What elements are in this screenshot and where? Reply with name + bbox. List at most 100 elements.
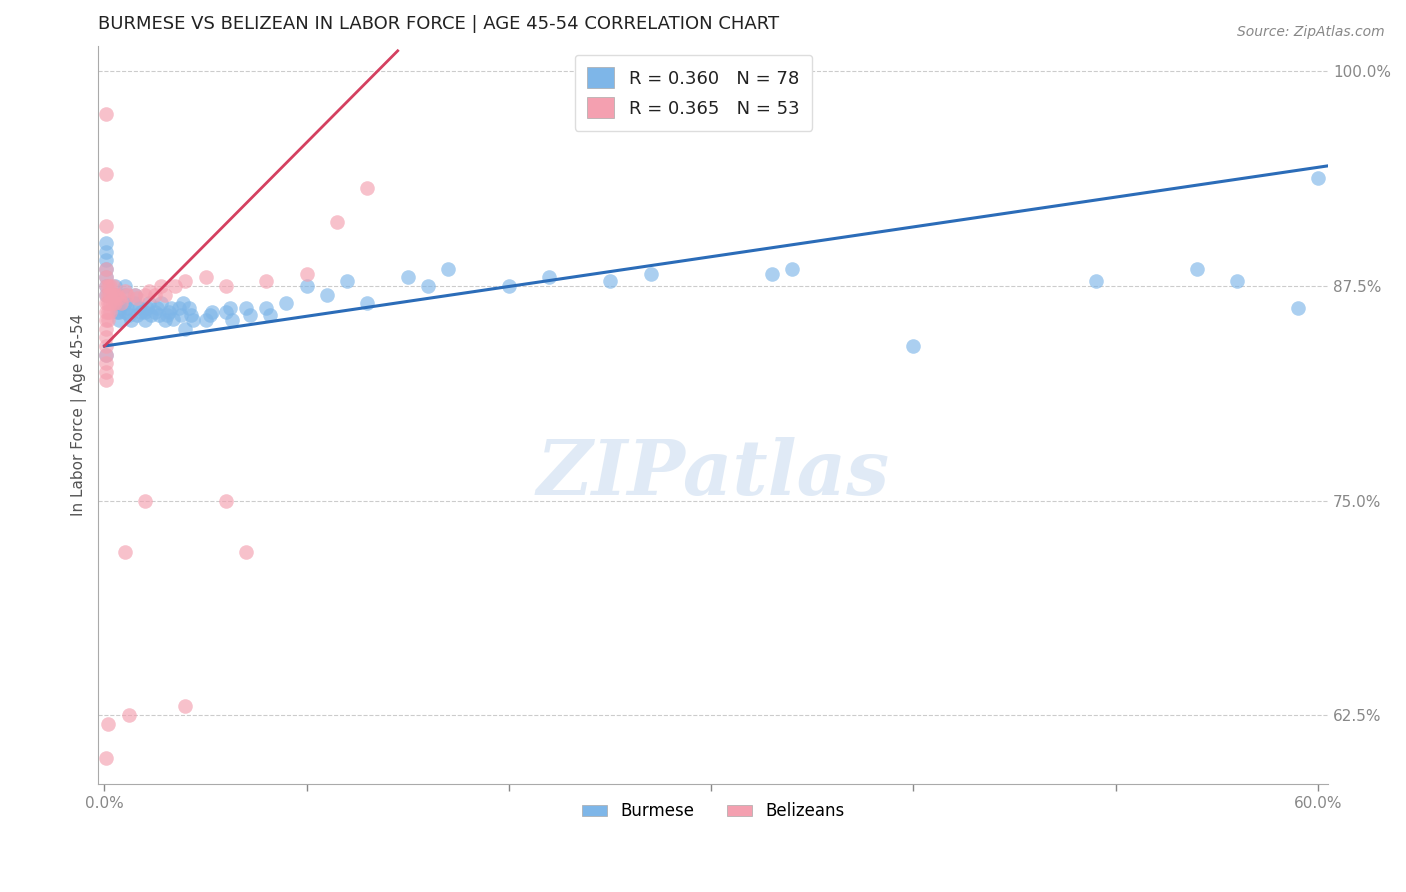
Point xyxy=(162,311,184,326)
Point xyxy=(97,279,120,293)
Point xyxy=(96,751,118,765)
Y-axis label: In Labor Force | Age 45-54: In Labor Force | Age 45-54 xyxy=(72,314,87,516)
Point xyxy=(160,301,183,316)
Point xyxy=(148,308,170,322)
Point xyxy=(134,287,156,301)
Point xyxy=(96,287,118,301)
Point xyxy=(114,296,136,310)
Point xyxy=(1084,274,1107,288)
Point xyxy=(129,304,152,318)
Point xyxy=(336,274,359,288)
Point xyxy=(107,291,129,305)
Point xyxy=(96,348,118,362)
Point xyxy=(218,301,240,316)
Point xyxy=(135,301,157,316)
Point xyxy=(139,308,162,322)
Point xyxy=(326,215,349,229)
Point xyxy=(97,313,120,327)
Point xyxy=(96,356,118,370)
Point xyxy=(124,287,146,301)
Point xyxy=(107,296,129,310)
Point xyxy=(103,287,125,301)
Point xyxy=(96,330,118,344)
Point xyxy=(96,261,118,276)
Point xyxy=(134,304,156,318)
Point xyxy=(157,304,180,318)
Point xyxy=(201,304,224,318)
Point xyxy=(97,716,120,731)
Text: BURMESE VS BELIZEAN IN LABOR FORCE | AGE 45-54 CORRELATION CHART: BURMESE VS BELIZEAN IN LABOR FORCE | AGE… xyxy=(98,15,779,33)
Point xyxy=(118,708,141,723)
Point xyxy=(156,308,179,322)
Point xyxy=(124,287,146,301)
Point xyxy=(97,296,120,310)
Point xyxy=(100,304,122,318)
Point xyxy=(356,296,378,310)
Point xyxy=(538,270,561,285)
Point xyxy=(96,270,118,285)
Point xyxy=(115,287,138,301)
Point xyxy=(105,296,128,310)
Point xyxy=(153,313,176,327)
Point xyxy=(174,699,197,714)
Point xyxy=(118,308,141,322)
Point xyxy=(254,301,277,316)
Point xyxy=(134,313,156,327)
Point xyxy=(134,493,156,508)
Point xyxy=(295,279,318,293)
Point xyxy=(167,301,190,316)
Point xyxy=(235,301,257,316)
Point xyxy=(114,545,136,559)
Point xyxy=(1306,170,1329,185)
Point xyxy=(761,267,783,281)
Point xyxy=(101,279,124,293)
Point xyxy=(396,270,419,285)
Point xyxy=(146,301,169,316)
Point xyxy=(96,261,118,276)
Point xyxy=(143,304,166,318)
Point xyxy=(198,308,221,322)
Point xyxy=(498,279,520,293)
Point xyxy=(97,304,120,318)
Point xyxy=(96,296,118,310)
Point xyxy=(96,168,118,182)
Point xyxy=(120,313,142,327)
Point xyxy=(183,313,205,327)
Point xyxy=(103,287,125,301)
Point xyxy=(125,291,148,305)
Point xyxy=(153,287,176,301)
Point xyxy=(114,279,136,293)
Point xyxy=(640,267,662,281)
Point xyxy=(215,493,238,508)
Point xyxy=(180,308,202,322)
Point xyxy=(96,313,118,327)
Point xyxy=(235,545,257,559)
Point xyxy=(107,304,129,318)
Point xyxy=(96,287,118,301)
Point xyxy=(96,270,118,285)
Text: ZIPatlas: ZIPatlas xyxy=(537,437,890,511)
Point xyxy=(96,304,118,318)
Point xyxy=(110,296,132,310)
Point xyxy=(114,287,136,301)
Point xyxy=(165,279,187,293)
Point xyxy=(114,284,136,298)
Point xyxy=(150,296,173,310)
Point xyxy=(96,322,118,336)
Point xyxy=(96,373,118,387)
Point xyxy=(780,261,803,276)
Point xyxy=(239,308,262,322)
Point xyxy=(172,296,194,310)
Point xyxy=(194,313,217,327)
Point xyxy=(96,279,118,293)
Point xyxy=(150,279,173,293)
Point xyxy=(101,296,124,310)
Point xyxy=(138,284,160,298)
Point xyxy=(100,296,122,310)
Point xyxy=(174,322,197,336)
Point xyxy=(100,279,122,293)
Point xyxy=(96,279,118,293)
Point xyxy=(105,287,128,301)
Point xyxy=(254,274,277,288)
Point xyxy=(96,244,118,259)
